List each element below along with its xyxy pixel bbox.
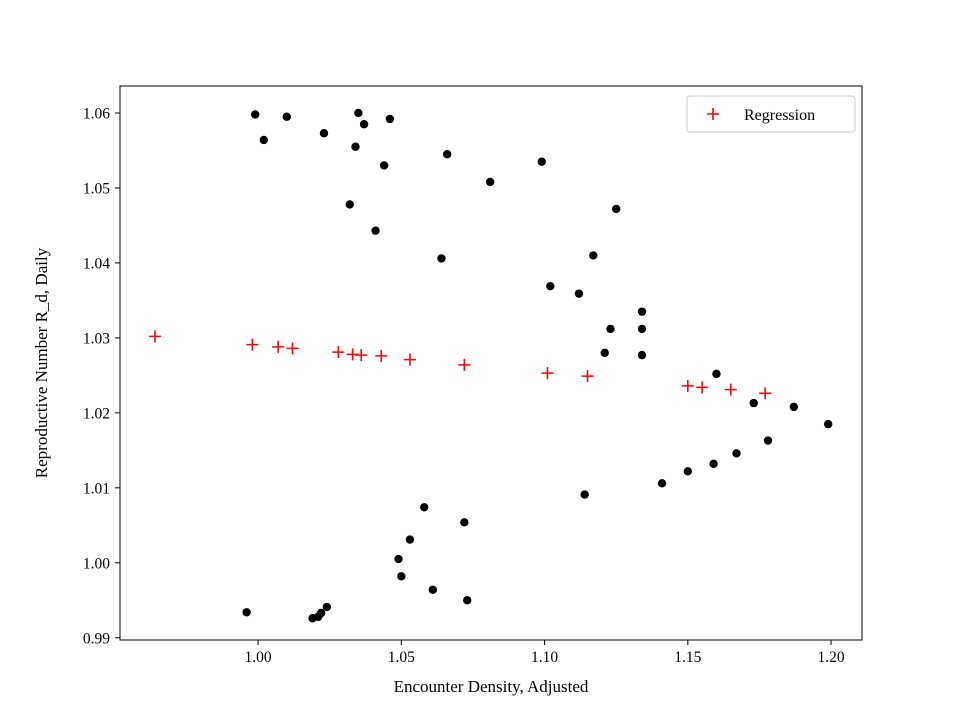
plot-area-border xyxy=(119,85,863,641)
scatter-point xyxy=(428,585,438,594)
scatter-point xyxy=(379,161,389,170)
y-tick-label: 1.02 xyxy=(83,405,110,422)
y-tick-label: 1.05 xyxy=(83,180,110,197)
scatter-point xyxy=(611,204,621,214)
scatter-point xyxy=(316,608,326,618)
scatter-point xyxy=(351,142,360,151)
regression-point xyxy=(403,353,416,366)
x-tick-label: 1.20 xyxy=(817,649,844,666)
legend: Regression xyxy=(686,95,856,133)
scatter-point xyxy=(359,120,369,129)
regression-point xyxy=(759,387,772,400)
regression-point xyxy=(375,349,388,362)
legend-box xyxy=(686,95,856,133)
scatter-point xyxy=(606,324,615,334)
scatter-point xyxy=(437,254,446,263)
regression-point xyxy=(681,379,694,392)
y-axis-ticks: 0.99 1.00 1.01 1.02 1.03 1.04 1.05 1.06 xyxy=(83,105,120,647)
x-axis-label: Encounter Density, Adjusted xyxy=(394,677,589,696)
scatter-point xyxy=(242,608,251,617)
scatter-point xyxy=(354,108,363,118)
scatter-point xyxy=(460,518,469,527)
scatter-point xyxy=(749,398,758,408)
scatter-point xyxy=(485,177,495,187)
y-tick-label: 1.01 xyxy=(83,480,110,497)
scatter-points-layer xyxy=(242,108,833,623)
regression-point xyxy=(541,367,554,380)
regression-point xyxy=(458,358,471,371)
x-axis-ticks: 1.00 1.05 1.10 1.15 1.20 xyxy=(245,640,845,666)
x-tick-label: 1.05 xyxy=(388,649,415,666)
scatter-point xyxy=(709,459,718,469)
scatter-point xyxy=(420,503,429,512)
y-tick-label: 1.00 xyxy=(83,555,110,572)
scatter-point xyxy=(712,369,721,379)
regression-point xyxy=(581,370,594,383)
scatter-point xyxy=(371,226,380,235)
scatter-point xyxy=(345,200,354,209)
y-axis-label: Reproductive Number R_d, Daily xyxy=(32,247,51,478)
regression-point xyxy=(246,338,259,351)
scatter-point xyxy=(763,436,773,445)
y-tick-label: 0.99 xyxy=(83,630,110,647)
regression-points-layer xyxy=(148,330,772,400)
scatter-point xyxy=(637,350,647,360)
scatter-point xyxy=(823,419,833,429)
scatter-point xyxy=(251,110,260,119)
scatter-point xyxy=(574,289,584,298)
regression-point xyxy=(355,349,368,362)
scatter-point xyxy=(322,602,332,612)
scatter-point xyxy=(732,449,741,458)
regression-point xyxy=(724,383,737,396)
scatter-point xyxy=(637,324,647,334)
scatter-point xyxy=(683,467,693,476)
regression-point xyxy=(286,342,299,355)
scatter-point xyxy=(600,348,609,358)
legend-label: Regression xyxy=(744,107,815,124)
regression-point xyxy=(272,340,285,353)
scatter-point xyxy=(637,307,647,316)
legend-plus-marker-icon xyxy=(707,108,719,120)
scatter-point xyxy=(537,157,546,166)
regression-point xyxy=(696,381,709,394)
scatter-point xyxy=(394,554,403,564)
x-tick-label: 1.15 xyxy=(674,649,701,666)
scatter-point xyxy=(589,251,598,260)
scatter-point xyxy=(385,114,395,124)
scatter-point xyxy=(405,535,415,544)
scatter-point xyxy=(259,135,269,145)
y-tick-label: 1.03 xyxy=(83,330,110,347)
x-tick-label: 1.00 xyxy=(245,649,272,666)
scatter-point xyxy=(442,150,452,159)
y-tick-label: 1.04 xyxy=(83,255,110,272)
y-tick-label: 1.06 xyxy=(83,105,110,122)
x-tick-label: 1.10 xyxy=(531,649,558,666)
scatter-point xyxy=(463,596,472,605)
scatter-point xyxy=(546,281,555,291)
scatter-point xyxy=(282,112,291,121)
scatter-point xyxy=(580,490,589,499)
scatter-point xyxy=(319,129,329,138)
scatter-point xyxy=(397,572,406,581)
regression-point xyxy=(148,330,161,343)
scatter-point xyxy=(657,479,667,488)
scatter-point xyxy=(789,402,799,412)
regression-point xyxy=(332,346,345,359)
